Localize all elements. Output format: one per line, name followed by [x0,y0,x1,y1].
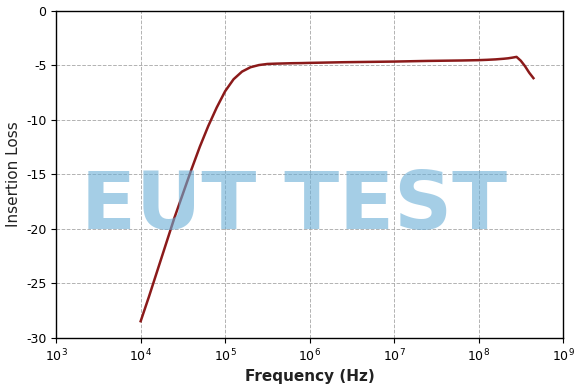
X-axis label: Frequency (Hz): Frequency (Hz) [245,369,375,385]
Y-axis label: Insertion Loss: Insertion Loss [6,121,20,227]
Text: EUT TEST: EUT TEST [81,168,508,246]
